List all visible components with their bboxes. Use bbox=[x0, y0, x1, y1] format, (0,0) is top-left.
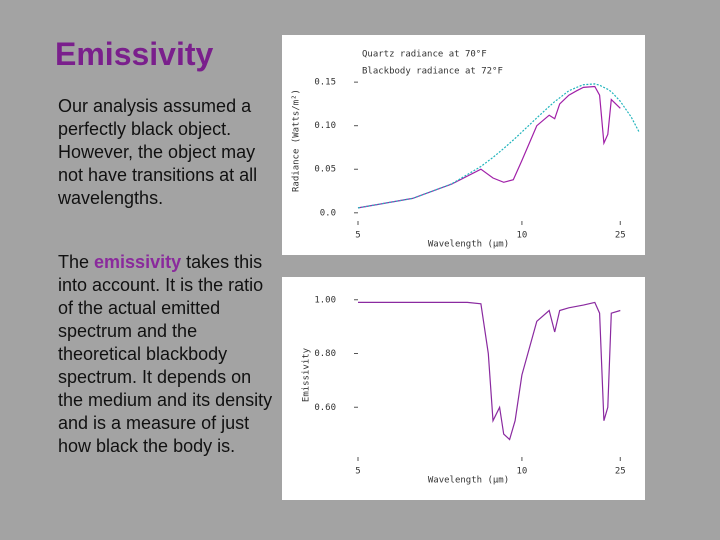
x-tick-label: 5 bbox=[355, 467, 360, 477]
legend-label: Quartz radiance at 70°F bbox=[362, 50, 487, 60]
highlight: emissivity bbox=[94, 252, 182, 272]
legend-label: Blackbody radiance at 72°F bbox=[362, 67, 503, 77]
slide-title: Emissivity bbox=[55, 36, 214, 72]
series-line bbox=[357, 85, 621, 209]
y-tick-label: 0.60 bbox=[314, 403, 336, 413]
paragraph: Our analysis assumed a perfectly black o… bbox=[58, 96, 258, 208]
chart-background bbox=[282, 277, 645, 500]
series-line bbox=[358, 301, 621, 441]
y-axis-label: Emissivity bbox=[302, 347, 312, 402]
y-tick-label: 0.15 bbox=[314, 78, 336, 88]
y-axis-label: Radiance (Watts/m²) bbox=[292, 89, 302, 192]
y-tick-label: 0.05 bbox=[314, 165, 336, 175]
x-tick-label: 10 bbox=[516, 231, 527, 241]
x-tick-label: 25 bbox=[615, 231, 626, 241]
y-tick-label: 1.00 bbox=[314, 295, 336, 305]
y-tick-label: 0.0 bbox=[320, 208, 336, 218]
chart-background bbox=[282, 35, 645, 255]
x-tick-label: 25 bbox=[615, 467, 626, 477]
text: The bbox=[58, 252, 95, 272]
series-line bbox=[357, 83, 640, 209]
y-tick-label: 0.80 bbox=[314, 349, 336, 359]
x-tick-label: 10 bbox=[516, 467, 527, 477]
x-axis-label: Wavelength (μm) bbox=[428, 476, 509, 486]
y-tick-label: 0.10 bbox=[314, 121, 336, 131]
text: takes this into account. It is the ratio… bbox=[58, 252, 273, 456]
x-tick-label: 5 bbox=[355, 231, 360, 241]
x-axis-label: Wavelength (μm) bbox=[428, 240, 509, 250]
paragraph: The emissivity takes this into account. … bbox=[58, 251, 274, 458]
